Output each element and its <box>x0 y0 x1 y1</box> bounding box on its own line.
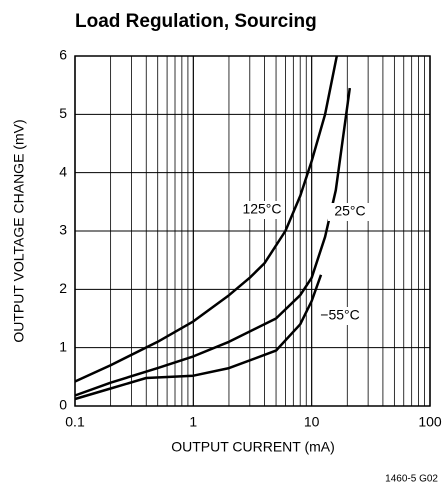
series-label-bg <box>240 201 284 219</box>
chart-title: Load Regulation, Sourcing <box>75 11 317 32</box>
data-line <box>74 55 339 383</box>
figure-id: 1460-5 G02 <box>385 474 438 485</box>
series-label-bg <box>328 203 372 221</box>
series-label-bg <box>318 307 362 325</box>
y-tick-label: 2 <box>59 280 67 296</box>
y-tick-label: 3 <box>59 222 67 238</box>
series-label: −55°C <box>320 307 359 323</box>
series-label: 25°C <box>334 203 365 219</box>
y-tick-label: 1 <box>59 338 67 354</box>
x-tick-label: 100 <box>418 414 442 430</box>
x-axis-label: OUTPUT CURRENT (mA) <box>171 439 335 455</box>
y-tick-label: 5 <box>59 105 67 121</box>
plot-frame <box>74 55 431 407</box>
y-tick-label: 0 <box>59 397 67 413</box>
data-line <box>74 87 352 397</box>
y-tick-label: 6 <box>59 47 67 63</box>
x-tick-label: 10 <box>304 414 320 430</box>
y-axis-label: OUTPUT VOLTAGE CHANGE (mV) <box>11 119 27 342</box>
series-label: 125°C <box>242 201 281 217</box>
data-line <box>74 274 323 401</box>
x-tick-label: 1 <box>189 414 197 430</box>
x-tick-label: 0.1 <box>65 414 85 430</box>
y-tick-label: 4 <box>59 163 67 179</box>
